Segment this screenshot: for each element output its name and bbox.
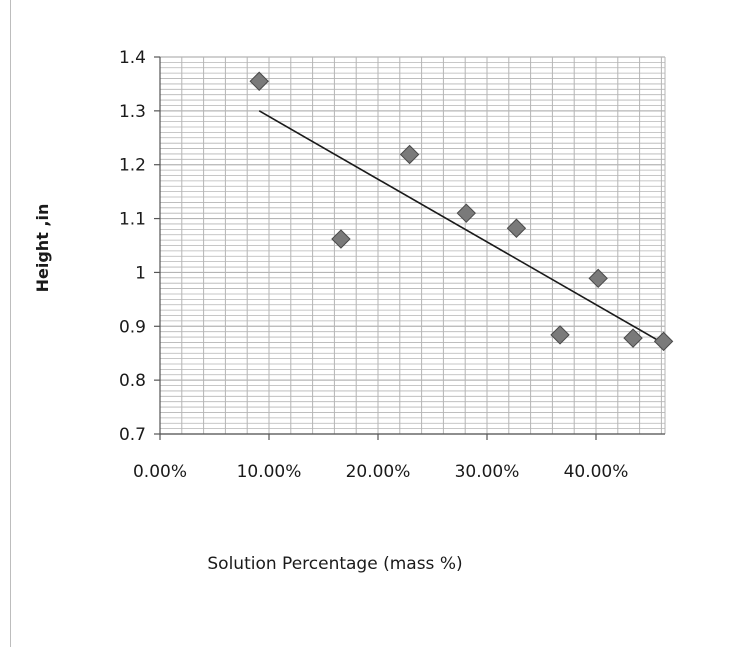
grid-layer — [159, 56, 666, 435]
x-tick-label: 0.00% — [133, 462, 187, 482]
trendline-layer — [258, 110, 664, 345]
y-axis-title: Height ,in — [33, 204, 52, 293]
data-point — [249, 71, 269, 91]
data-point — [506, 218, 527, 238]
x-axis-title: Solution Percentage (mass %) — [207, 554, 462, 574]
data-point — [653, 331, 674, 352]
data-point — [588, 268, 608, 289]
data-point — [550, 325, 570, 345]
trendline — [258, 110, 664, 345]
y-tick-label: 0.8 — [119, 371, 146, 391]
x-tick-label: 30.00% — [455, 462, 520, 482]
data-point — [623, 328, 643, 348]
x-tick-label: 40.00% — [564, 462, 629, 482]
y-tick-label: 1 — [135, 263, 146, 283]
label-layer: 0.7 0.8 0.9 1 1.1 1.2 1.3 1.4 0.00% 10.00% 20.00% 3… — [119, 48, 628, 482]
y-tick-label: 1.2 — [119, 156, 146, 176]
y-tick-label: 1.4 — [119, 48, 146, 68]
y-tick-label: 0.9 — [119, 317, 146, 337]
points-layer — [249, 71, 674, 352]
x-tick-label: 10.00% — [237, 462, 302, 482]
y-tick-label: 1.3 — [119, 102, 146, 122]
data-point — [456, 203, 476, 223]
y-tick-label: 0.7 — [119, 425, 146, 445]
axis-layer — [154, 56, 665, 440]
data-point — [399, 144, 420, 165]
x-tick-label: 20.00% — [346, 462, 411, 482]
y-tick-label: 1.1 — [119, 210, 146, 230]
chart-frame — [10, 0, 748, 647]
data-point — [331, 229, 351, 249]
